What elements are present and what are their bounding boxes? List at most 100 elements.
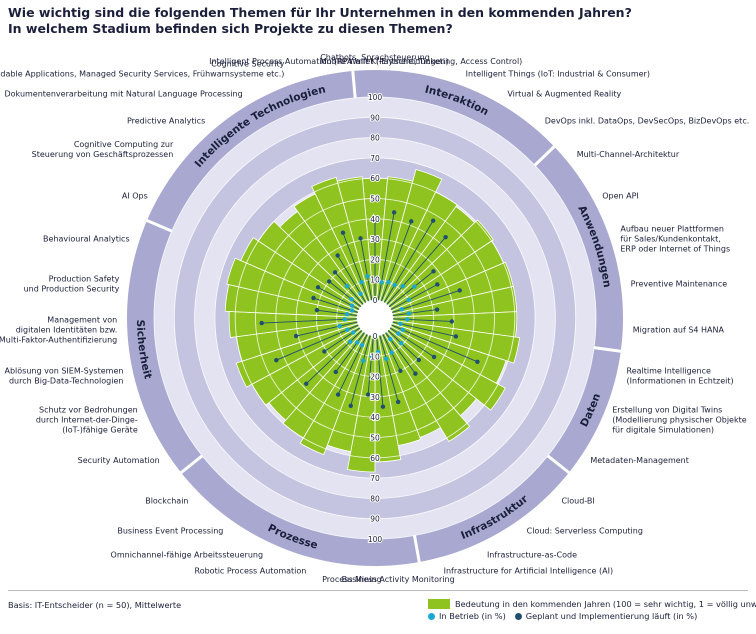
dot-betrieb — [342, 317, 348, 322]
dot-geplant — [314, 307, 320, 313]
lollipop-stem — [392, 309, 438, 317]
tick-label: 0 — [373, 296, 378, 305]
dot-geplant — [340, 230, 346, 235]
tick-label: 100 — [368, 93, 383, 102]
category-label: Cognitive Security (Defendable Applicatio… — [0, 59, 285, 78]
legend-dot-betrieb — [428, 612, 435, 620]
dot-geplant — [348, 403, 353, 408]
dot-betrieb — [400, 283, 406, 289]
dot-betrieb — [399, 307, 404, 312]
lollipop-stem — [377, 212, 395, 301]
category-label-line: Process Mining — [322, 575, 381, 584]
category-label-line: Erstellung von Digital Twins — [612, 405, 722, 414]
lollipop-stem — [367, 335, 374, 395]
dot-betrieb — [399, 340, 404, 346]
dot-betrieb — [386, 279, 391, 285]
dot-geplant — [431, 354, 437, 360]
legend-item-bedeutung: Bedeutung in den kommenden Jahren (100 =… — [428, 598, 756, 610]
category-label-line: Multi-Channel-Architektur — [577, 150, 680, 159]
category-label: Behavioural Analytics — [43, 234, 130, 243]
footer-divider — [8, 590, 748, 591]
category-label-line: Behavioural Analytics — [43, 234, 130, 243]
legend-item-status: In Betrieb (in %) Geplant und Implementi… — [428, 610, 756, 622]
lollipop-stem — [350, 335, 371, 406]
dot-betrieb — [349, 296, 354, 302]
tick-label: 40 — [370, 215, 380, 224]
dot-betrieb — [360, 358, 366, 363]
category-label: Cognitive Computing zur Steuerung von Ges… — [32, 140, 174, 159]
category-label-line: Omnichannel-fähige Arbeitssteuerung — [111, 550, 264, 559]
category-label: Dokumentenverarbeitung mit Natural Langu… — [5, 90, 243, 99]
grid-circle — [173, 116, 577, 520]
category-label-line: Schutz vor Bedrohungen — [39, 405, 138, 414]
tick-label: 80 — [370, 134, 380, 143]
category-label-line: Dokumentenverarbeitung mit Natural Langu… — [5, 90, 243, 99]
radial-tick-labels: 0 0 10 10 20 20 30 30 40 40 50 50 60 60 70 70 80 80 90 90 10… — [367, 92, 384, 545]
lollipop-stem — [334, 272, 364, 305]
category-label-line: (IoT-)fähige Geräte — [62, 425, 138, 434]
category-label-line: Chatbots, Sprachsteuerung — [320, 53, 430, 62]
category-label-line: Management von — [47, 316, 117, 325]
tick-label: 60 — [370, 454, 380, 463]
dot-betrieb — [412, 284, 417, 289]
tick-label: 100 — [368, 535, 383, 544]
category-label: Ablösung von SIEM-Systemen durch Big-Data… — [5, 366, 124, 385]
dot-betrieb — [349, 303, 355, 308]
lollipop-stem — [391, 324, 478, 363]
category-label-line: Security Automation — [78, 456, 160, 465]
category-label: Schutz vor Bedrohungen durch Internet-der… — [36, 405, 138, 434]
category-label-line: Infrastructure-as-Code — [487, 550, 577, 559]
category-label-line: AI Ops — [122, 192, 148, 201]
category-label: Aufbau neuer Plattformen für Sales/Kunden… — [620, 224, 730, 253]
category-label-line: Ablösung von SIEM-Systemen — [5, 366, 124, 375]
dot-betrieb — [365, 274, 370, 279]
dot-betrieb — [400, 327, 405, 333]
tick-label: 50 — [370, 195, 380, 204]
title-line-1: Wie wichtig sind die folgenden Themen fü… — [8, 5, 632, 20]
dot-betrieb — [369, 353, 374, 359]
lollipop-stem — [379, 335, 399, 403]
lollipop-stem — [295, 321, 358, 337]
category-label: Migration auf S4 HANA — [633, 326, 725, 335]
tick-label: 10 — [370, 352, 380, 361]
dot-geplant — [365, 392, 371, 397]
lollipop-stem — [386, 236, 446, 305]
dot-geplant — [431, 269, 436, 274]
group-separator — [351, 70, 357, 99]
grid-circle — [194, 137, 556, 499]
dot-geplant — [449, 319, 454, 324]
group-separator — [593, 346, 621, 353]
dot-geplant — [443, 234, 448, 240]
category-label-line: Preventive Maintenance — [631, 279, 728, 288]
lollipop-stem — [261, 318, 358, 324]
tick-label: 30 — [370, 393, 380, 402]
category-label-line: Realtime Intelligence — [627, 366, 711, 375]
category-label-line: Mobile Wallet (Payment, Ticketing, Acces… — [320, 57, 522, 66]
dot-geplant — [457, 288, 462, 293]
dot-geplant — [293, 333, 299, 339]
dot-geplant — [335, 253, 340, 258]
category-label-line: für Sales/Kundenkontakt, — [620, 234, 720, 243]
dot-geplant — [335, 392, 341, 397]
lollipop-stem — [380, 221, 412, 302]
category-label: Cloud: Serverless Computing — [527, 527, 643, 536]
category-label: Infrastructure for Artificial Intelligen… — [444, 567, 613, 576]
dot-betrieb — [372, 277, 378, 282]
category-label: DevOps inkl. DataOps, DevSecOps, BizDevO… — [545, 117, 750, 126]
dot-betrieb — [359, 342, 365, 348]
dot-betrieb — [359, 279, 364, 285]
group-separator — [180, 454, 204, 474]
tick-label: 50 — [370, 434, 380, 443]
tick-label: 30 — [370, 235, 380, 244]
dot-geplant — [332, 270, 338, 275]
dot-betrieb — [406, 297, 411, 303]
category-label: Business Event Processing — [117, 527, 223, 536]
category-label-line: Robotic Process Automation — [195, 567, 307, 576]
dot-betrieb — [388, 336, 393, 342]
category-label-line: Virtual & Augmented Reality — [507, 90, 621, 99]
legend-label-betrieb: In Betrieb (in %) — [439, 611, 506, 621]
category-label: Realtime Intelligence (Informationen in E… — [627, 366, 734, 385]
category-label-line: DevOps inkl. DataOps, DevSecOps, BizDevO… — [545, 117, 750, 126]
basis-note: Basis: IT-Entscheider (n = 50), Mittelwe… — [8, 600, 182, 610]
category-label: Chatbots, Sprachsteuerung — [320, 53, 430, 62]
